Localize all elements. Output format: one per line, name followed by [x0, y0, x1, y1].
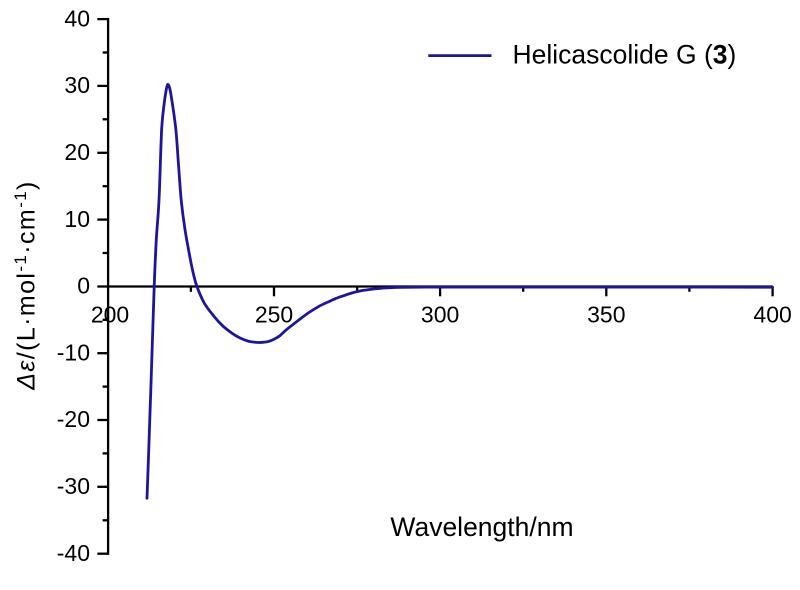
svg-text:-20: -20 — [57, 406, 90, 432]
svg-text:Δε/(L·mol-1·cm-1): Δε/(L·mol-1·cm-1) — [11, 180, 41, 391]
svg-text:30: 30 — [64, 72, 90, 98]
svg-text:0: 0 — [77, 273, 90, 299]
svg-text:-40: -40 — [57, 540, 90, 566]
svg-text:-10: -10 — [57, 339, 90, 365]
svg-text:Wavelength/nm: Wavelength/nm — [390, 512, 573, 542]
svg-text:250: 250 — [255, 301, 293, 327]
svg-text:40: 40 — [64, 5, 90, 31]
svg-text:10: 10 — [64, 206, 90, 232]
svg-text:-30: -30 — [57, 473, 90, 499]
svg-text:400: 400 — [753, 301, 791, 327]
svg-text:300: 300 — [421, 301, 459, 327]
svg-text:350: 350 — [587, 301, 625, 327]
svg-text:Helicascolide G (3): Helicascolide G (3) — [513, 39, 737, 69]
svg-text:200: 200 — [91, 301, 129, 327]
svg-text:20: 20 — [64, 139, 90, 165]
